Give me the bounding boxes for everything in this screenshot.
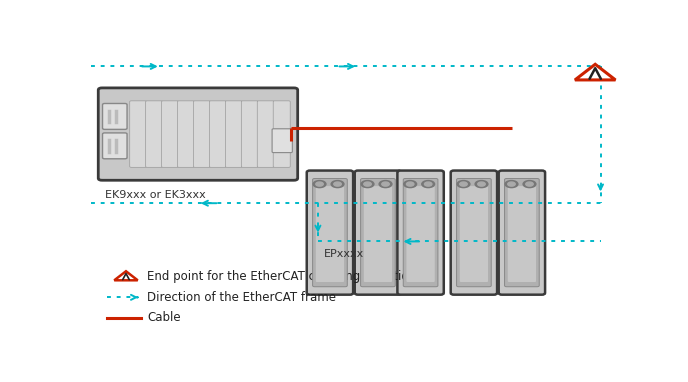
FancyBboxPatch shape <box>146 101 162 167</box>
FancyBboxPatch shape <box>103 104 127 129</box>
Polygon shape <box>575 64 616 80</box>
Circle shape <box>379 181 392 188</box>
Circle shape <box>364 182 372 186</box>
FancyBboxPatch shape <box>162 101 179 167</box>
FancyBboxPatch shape <box>193 101 211 167</box>
Circle shape <box>407 182 414 186</box>
FancyBboxPatch shape <box>361 178 396 287</box>
Circle shape <box>334 182 341 186</box>
Circle shape <box>475 181 488 188</box>
Circle shape <box>457 181 470 188</box>
Circle shape <box>526 182 533 186</box>
Circle shape <box>382 182 389 186</box>
FancyBboxPatch shape <box>273 101 290 167</box>
Circle shape <box>404 181 417 188</box>
FancyBboxPatch shape <box>508 186 536 282</box>
FancyBboxPatch shape <box>398 170 444 295</box>
FancyBboxPatch shape <box>504 178 539 287</box>
Text: Cable: Cable <box>147 311 181 324</box>
Circle shape <box>508 182 515 186</box>
Circle shape <box>361 181 374 188</box>
FancyBboxPatch shape <box>257 101 275 167</box>
FancyBboxPatch shape <box>457 178 491 287</box>
FancyBboxPatch shape <box>312 178 347 287</box>
Polygon shape <box>114 271 138 280</box>
FancyBboxPatch shape <box>403 178 438 287</box>
Circle shape <box>523 181 536 188</box>
FancyBboxPatch shape <box>130 101 147 167</box>
Circle shape <box>316 182 323 186</box>
Text: EK9xxx or EK3xxx: EK9xxx or EK3xxx <box>105 190 206 200</box>
Circle shape <box>477 182 485 186</box>
Circle shape <box>424 182 432 186</box>
FancyBboxPatch shape <box>103 133 127 159</box>
FancyBboxPatch shape <box>355 170 401 295</box>
Text: EPxxxx: EPxxxx <box>324 249 365 259</box>
FancyBboxPatch shape <box>226 101 242 167</box>
FancyBboxPatch shape <box>209 101 226 167</box>
FancyBboxPatch shape <box>307 170 353 295</box>
FancyBboxPatch shape <box>316 186 344 282</box>
FancyBboxPatch shape <box>272 129 292 153</box>
Circle shape <box>331 181 344 188</box>
FancyBboxPatch shape <box>407 186 435 282</box>
FancyBboxPatch shape <box>98 88 298 180</box>
Circle shape <box>422 181 435 188</box>
FancyBboxPatch shape <box>499 170 545 295</box>
FancyBboxPatch shape <box>451 170 497 295</box>
Circle shape <box>313 181 326 188</box>
FancyBboxPatch shape <box>460 186 488 282</box>
FancyBboxPatch shape <box>241 101 258 167</box>
FancyBboxPatch shape <box>364 186 392 282</box>
FancyBboxPatch shape <box>178 101 195 167</box>
Text: End point for the EtherCAT counting direction: End point for the EtherCAT counting dire… <box>147 270 416 283</box>
Circle shape <box>505 181 518 188</box>
Circle shape <box>460 182 467 186</box>
Text: Direction of the EtherCAT frame: Direction of the EtherCAT frame <box>147 291 336 304</box>
